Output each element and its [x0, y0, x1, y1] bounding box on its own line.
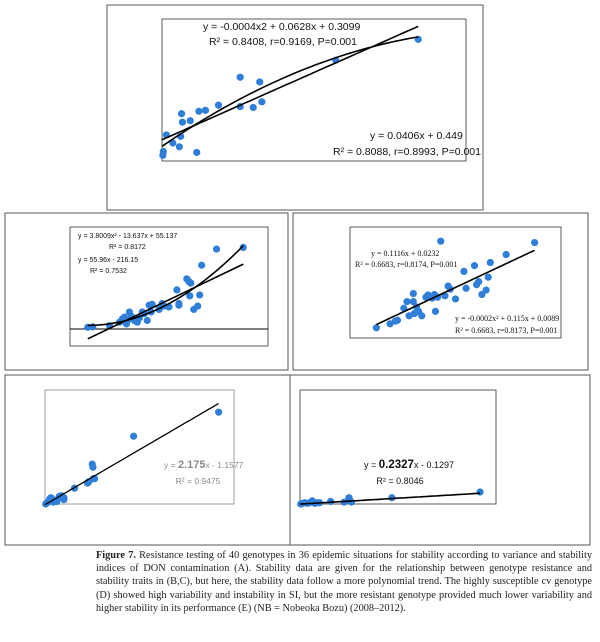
panel-e-slope: 0.2327: [379, 459, 414, 471]
panel-b-annotation: y = 3.8009x² - 13.637x + 55.137: [78, 233, 177, 240]
panel-c-plot-area: [349, 226, 562, 339]
figure-caption: Figure 7. Resistance testing of 40 genot…: [96, 549, 592, 615]
panel-c-data-point: [484, 273, 492, 281]
panel-a-data-point: [193, 148, 201, 157]
panel-d-equation-part: x - 1.1577: [205, 460, 243, 470]
panel-b-trendline-linear: [87, 263, 244, 340]
panel-a-annotation: R² = 0.8088, r=0.8993, P=0.001: [333, 146, 481, 158]
panel-d-frame: [4, 374, 291, 546]
panel-e-r-squared: R² = 0.8046: [376, 476, 423, 486]
panel-b-frame: [4, 212, 289, 371]
panel-d-equation-part: y =: [164, 460, 178, 470]
panel-d-r-squared: R² = 0.9475: [176, 476, 221, 486]
panel-a-annotation: y = 0.0406x + 0.449: [370, 130, 463, 142]
panel-b-data-point: [186, 292, 194, 300]
panel-c-data-point: [372, 324, 380, 332]
panel-b-data-point: [239, 243, 247, 251]
panel-c-data-point: [486, 258, 494, 267]
panel-a-data-point: [201, 106, 210, 114]
panel-a-annotation: y = -0.0004x2 + 0.0628x + 0.3099: [203, 21, 360, 33]
panel-d-equation: y = 2.175x - 1.1577: [164, 459, 244, 471]
caption-label: Figure 7.: [96, 550, 136, 561]
panel-c-data-point: [502, 250, 510, 259]
panel-b-data-point: [198, 261, 206, 269]
panel-a-frame: [106, 4, 484, 211]
panel-c-data-point: [531, 238, 539, 247]
panel-b-data-point: [89, 323, 97, 331]
panel-b-data-point: [173, 286, 181, 294]
panel-a-data-point: [214, 101, 223, 109]
panel-a-data-point: [195, 107, 203, 115]
panel-c-data-point: [451, 295, 460, 303]
panel-d-data-point: [215, 408, 223, 416]
panel-a-data-point: [175, 143, 183, 151]
panel-d-data-point: [60, 495, 68, 504]
panel-c-data-point: [418, 312, 426, 320]
panel-c-data-point: [460, 267, 468, 275]
panel-e-data-point: [347, 498, 356, 506]
panel-c-annotation: y = -0.0002x² + 0.115x + 0.0089: [455, 314, 559, 323]
caption-text: Resistance testing of 40 genotypes in 36…: [96, 550, 592, 614]
panel-b-data-point: [212, 245, 221, 253]
panel-a-data-point: [178, 118, 187, 126]
panel-c-annotation: R² = 0.6683, r=0.8173, P=0.001: [455, 326, 557, 335]
panel-a-trendline-linear: [161, 25, 419, 141]
panel-a-data-point: [258, 98, 266, 106]
panel-c-frame: [292, 212, 589, 371]
panel-c-data-point: [462, 284, 470, 292]
panel-d-data-point: [89, 463, 97, 471]
panel-c-annotation: R² = 0.6683, r=0.8174, P=0.001: [355, 260, 457, 269]
panel-b-data-point: [143, 316, 151, 325]
panel-b-trendline-poly2: [87, 245, 244, 327]
panel-a-data-point: [249, 103, 257, 112]
panel-a-data-point: [159, 147, 167, 156]
panel-b-plot-area: [69, 226, 269, 347]
panel-e-equation-part: x - 0.1297: [414, 460, 454, 470]
panel-e-frame: [289, 374, 591, 546]
panel-a-plot-area: [161, 18, 467, 162]
panel-c-annotation: y = 0.1116x + 0.0232: [371, 249, 439, 258]
panel-a-annotation: R² = 0.8408, r=0.9169, P=0.001: [209, 36, 357, 48]
panel-e-data-point: [476, 488, 484, 496]
panel-c-data-point: [475, 278, 483, 286]
panel-a-data-point: [186, 117, 194, 125]
panel-a-data-point: [169, 139, 177, 147]
panel-a-data-point: [256, 78, 264, 86]
panel-d-data-point: [129, 432, 138, 440]
panel-c-data-point: [409, 297, 417, 306]
panel-b-data-point: [148, 300, 156, 308]
panel-c-data-point: [470, 262, 479, 270]
panel-c-trendline-linear: [376, 249, 535, 326]
panel-e-equation: y = 0.2327x - 0.1297: [364, 459, 454, 471]
panel-a-data-point: [177, 110, 186, 118]
panel-d-trendline-linear: [44, 402, 219, 506]
panel-c-data-point: [431, 307, 440, 315]
panel-b-data-point: [187, 279, 195, 287]
panel-c-data-point: [482, 286, 490, 294]
panel-b-data-point: [194, 302, 202, 310]
panel-b-annotation: R² = 0.8172: [109, 244, 146, 251]
panel-a-data-point: [236, 73, 244, 81]
panel-c-data-point: [409, 290, 417, 298]
panel-d-slope: 2.175: [178, 459, 206, 471]
panel-e-equation-part: y =: [364, 460, 379, 470]
panel-e-trendline-linear: [299, 492, 481, 505]
panel-e-plot-area: [299, 389, 497, 505]
panel-c-data-point: [393, 316, 402, 324]
panel-b-annotation: R² = 0.7532: [90, 268, 127, 275]
panel-d-plot-area: [44, 389, 235, 505]
panel-b-data-point: [175, 301, 183, 309]
panel-b-annotation: y = 55.96x - 216.15: [78, 257, 138, 264]
panel-c-data-point: [437, 237, 445, 245]
panel-b-data-point: [196, 291, 204, 299]
panel-c-data-point: [403, 297, 411, 306]
